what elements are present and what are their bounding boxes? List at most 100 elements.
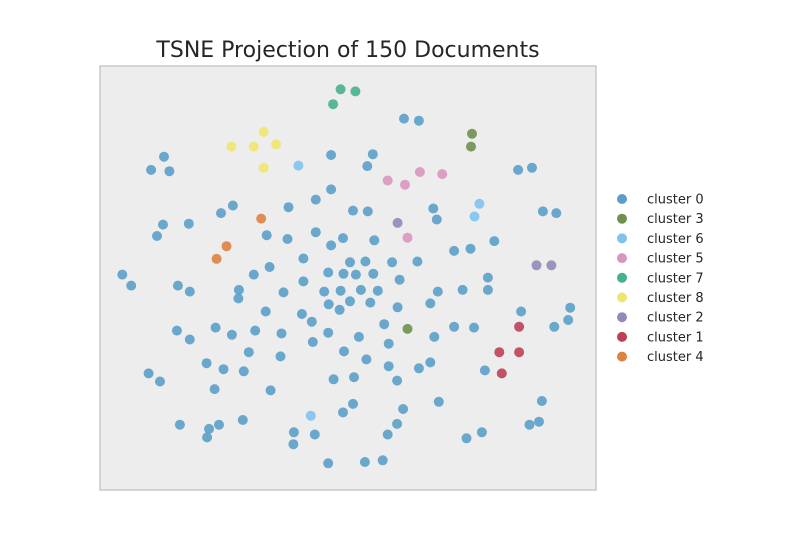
- point-cluster-0-117: [288, 427, 299, 438]
- point-cluster-0-33: [298, 253, 309, 264]
- point-cluster-0-96: [155, 376, 165, 387]
- point-cluster-0-99: [392, 375, 403, 386]
- point-cluster-2-1: [531, 260, 542, 271]
- point-cluster-0-63: [365, 297, 376, 308]
- point-cluster-0-82: [469, 322, 479, 333]
- point-cluster-1-0: [514, 321, 525, 332]
- point-cluster-0-94: [218, 364, 229, 375]
- point-cluster-0-35: [360, 256, 371, 267]
- point-cluster-8-3: [271, 139, 282, 150]
- point-cluster-0-92: [238, 366, 249, 377]
- point-cluster-0-39: [323, 267, 334, 278]
- point-cluster-6-2: [469, 211, 480, 222]
- point-cluster-0-19: [537, 206, 548, 217]
- point-cluster-0-122: [202, 432, 213, 443]
- point-cluster-0-30: [449, 245, 460, 256]
- point-cluster-0-91: [479, 365, 490, 376]
- point-cluster-0-85: [275, 351, 286, 362]
- legend-marker-cluster-2: [617, 312, 627, 323]
- point-cluster-0-36: [387, 257, 398, 268]
- point-cluster-0-17: [428, 203, 439, 214]
- point-cluster-0-95: [143, 368, 154, 379]
- point-cluster-5-4: [402, 232, 413, 243]
- point-cluster-0-123: [174, 419, 185, 430]
- point-cluster-4-0: [256, 213, 267, 224]
- point-cluster-0-22: [183, 218, 194, 229]
- point-cluster-0-106: [237, 415, 248, 425]
- point-cluster-0-52: [355, 284, 366, 295]
- point-cluster-0-26: [310, 227, 321, 238]
- point-cluster-0-74: [250, 325, 261, 336]
- point-cluster-1-3: [496, 368, 507, 379]
- point-cluster-0-50: [319, 286, 330, 297]
- plot-area: [99, 65, 597, 491]
- legend: cluster 0 cluster 3 cluster 6 cluster 5 clus…: [617, 193, 704, 365]
- point-cluster-1-2: [514, 347, 525, 358]
- point-cluster-0-4: [362, 161, 373, 172]
- point-cluster-0-75: [323, 327, 334, 338]
- point-cluster-7-1: [350, 86, 361, 97]
- point-cluster-0-69: [306, 316, 317, 327]
- point-cluster-0-67: [334, 304, 345, 315]
- point-cluster-0-16: [362, 206, 373, 217]
- point-cluster-0-65: [260, 306, 271, 317]
- point-cluster-0-77: [276, 328, 287, 339]
- point-cluster-5-2: [414, 167, 425, 177]
- point-cluster-0-29: [326, 240, 337, 251]
- point-cluster-0-38: [264, 262, 275, 272]
- point-cluster-0-34: [345, 257, 355, 268]
- point-cluster-0-111: [536, 396, 547, 406]
- point-cluster-0-116: [516, 306, 527, 317]
- point-cluster-0-113: [549, 321, 560, 332]
- point-cluster-0-107: [214, 419, 224, 430]
- legend-label-cluster-5: cluster 5: [647, 252, 704, 267]
- point-cluster-0-11: [310, 194, 321, 205]
- point-cluster-0-66: [296, 309, 307, 319]
- point-cluster-0-8: [513, 164, 524, 175]
- point-cluster-0-42: [368, 268, 379, 279]
- legend-label-cluster-4: cluster 4: [647, 350, 704, 365]
- point-cluster-8-4: [258, 162, 269, 173]
- point-cluster-5-3: [437, 169, 448, 180]
- point-cluster-2-0: [392, 217, 403, 228]
- point-cluster-0-72: [171, 325, 182, 336]
- point-cluster-0-24: [261, 230, 272, 241]
- point-cluster-0-83: [307, 337, 318, 347]
- point-cluster-0-41: [350, 269, 361, 280]
- legend-label-cluster-3: cluster 3: [647, 212, 704, 227]
- point-cluster-0-115: [565, 302, 576, 313]
- point-cluster-0-40: [338, 268, 349, 279]
- point-cluster-0-112: [534, 416, 544, 427]
- point-cluster-0-7: [164, 166, 175, 177]
- point-cluster-0-62: [345, 296, 355, 307]
- point-cluster-0-79: [383, 338, 394, 349]
- point-cluster-0-37: [412, 256, 423, 267]
- point-cluster-2-2: [546, 260, 557, 271]
- point-cluster-4-2: [211, 253, 222, 264]
- point-cluster-0-84: [339, 346, 349, 357]
- point-cluster-0-68: [425, 298, 436, 309]
- legend-marker-cluster-4: [617, 351, 627, 362]
- point-cluster-0-20: [551, 208, 562, 219]
- point-cluster-0-27: [338, 233, 348, 244]
- point-cluster-8-1: [226, 141, 237, 152]
- point-cluster-3-0: [467, 128, 477, 139]
- legend-label-cluster-8: cluster 8: [647, 291, 704, 306]
- point-cluster-0-51: [335, 285, 346, 296]
- point-cluster-6-3: [305, 410, 316, 421]
- point-cluster-0-12: [227, 200, 238, 211]
- point-cluster-0-49: [278, 287, 289, 298]
- legend-label-cluster-6: cluster 6: [647, 232, 704, 247]
- point-cluster-0-57: [482, 272, 493, 283]
- point-cluster-0-0: [399, 113, 409, 124]
- point-cluster-0-32: [489, 236, 500, 247]
- point-cluster-0-18: [431, 214, 442, 225]
- point-cluster-8-0: [258, 126, 269, 137]
- point-cluster-8-2: [248, 141, 259, 152]
- point-cluster-0-70: [379, 319, 390, 330]
- point-cluster-0-14: [283, 202, 294, 213]
- chart-title: TSNE Projection of 150 Documents: [155, 38, 539, 63]
- point-cluster-0-45: [298, 276, 309, 287]
- point-cluster-0-10: [326, 184, 337, 195]
